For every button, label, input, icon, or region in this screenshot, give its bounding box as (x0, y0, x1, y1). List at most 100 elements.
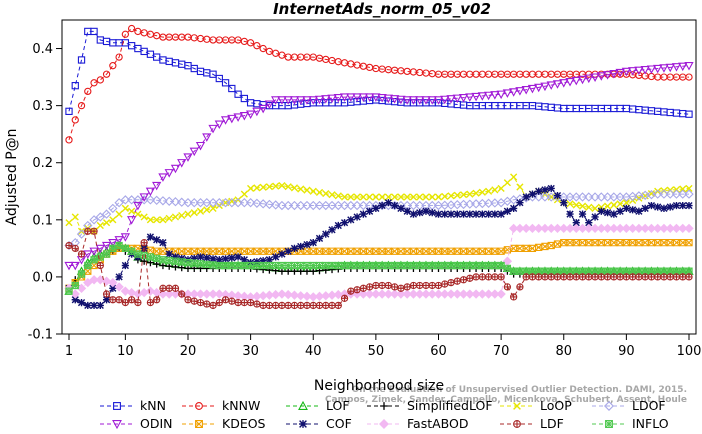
data-point-inflo (209, 261, 217, 269)
data-point-inflo (340, 261, 349, 270)
data-point-ldf (472, 273, 480, 281)
data-point-ldf (610, 273, 618, 281)
y-tick-label: 0.3 (32, 99, 53, 114)
data-point-fastabod (133, 289, 143, 299)
data-point-ldf (535, 273, 543, 281)
data-point-inflo (90, 256, 98, 264)
data-point-fastabod (433, 289, 444, 299)
data-point-cof (171, 253, 180, 261)
data-point-loop (165, 214, 173, 222)
data-point-knnw (259, 44, 267, 53)
data-point-ldf (253, 300, 261, 308)
data-point-cof (234, 253, 242, 261)
data-point-fastabod (521, 223, 531, 234)
data-point-fastabod (139, 287, 149, 298)
data-point-fastabod (552, 223, 563, 234)
data-point-odin (659, 64, 669, 73)
data-point-ldf (297, 301, 305, 310)
data-point-fastabod (678, 223, 688, 234)
data-point-knn (127, 42, 136, 50)
data-point-ldof (177, 197, 187, 207)
data-point-inflo (466, 261, 474, 270)
x-tick-label: 1 (65, 344, 73, 359)
data-point-knn (134, 44, 142, 53)
data-point-cof (240, 256, 248, 264)
data-point-loop (247, 184, 255, 193)
data-point-odin (646, 65, 657, 74)
data-point-knn (71, 82, 79, 90)
data-point-loop (472, 189, 480, 197)
data-point-ldf (171, 284, 180, 292)
data-point-ldf (90, 227, 98, 235)
data-point-ldf (184, 296, 192, 304)
data-point-knnw (115, 53, 123, 61)
plot-frame (61, 19, 697, 335)
data-point-cof (422, 207, 430, 215)
data-point-loop (340, 193, 349, 201)
data-point-inflo (102, 250, 111, 258)
data-point-fastabod (615, 223, 625, 234)
data-point-ldof (527, 192, 538, 202)
data-point-ldf (372, 281, 380, 290)
data-point-inflo (115, 241, 123, 250)
data-point-cof (115, 273, 123, 281)
data-point-odin (552, 80, 563, 89)
series-inflo (65, 241, 693, 295)
data-point-inflo (303, 261, 311, 270)
data-point-inflo (685, 267, 693, 275)
data-point-fastabod (114, 282, 124, 292)
data-point-ldf (566, 273, 574, 281)
x-tick-label: 100 (677, 344, 702, 359)
data-point-ldf (272, 301, 280, 310)
data-point-loop (366, 193, 374, 201)
data-point-loop (272, 182, 280, 190)
data-point-ldof (609, 192, 619, 202)
data-point-ldf (491, 273, 499, 281)
data-point-odin (308, 96, 318, 105)
data-point-odin (471, 92, 481, 102)
data-point-loop (253, 184, 261, 192)
data-point-knn (685, 110, 693, 118)
data-point-odin (208, 124, 218, 134)
series-odin (64, 62, 694, 271)
data-point-inflo (403, 261, 411, 270)
data-point-loop (428, 193, 436, 201)
data-point-cof (84, 301, 92, 310)
data-point-loop (146, 216, 155, 224)
data-point-odin (339, 93, 350, 102)
data-point-ldof (546, 192, 556, 202)
data-point-fastabod (534, 223, 544, 234)
data-point-fastabod (665, 223, 675, 234)
data-point-ldf (121, 299, 130, 307)
data-point-knnw (127, 24, 136, 33)
data-point-odin (189, 147, 199, 157)
data-point-odin (609, 70, 619, 79)
data-point-ldof (684, 189, 694, 199)
data-point-loop (328, 191, 336, 199)
data-point-fastabod (646, 223, 657, 234)
data-point-ldf (340, 294, 349, 302)
data-point-cof (403, 207, 411, 215)
data-point-ldf (278, 301, 286, 310)
data-point-cof (610, 210, 618, 218)
data-point-fastabod (364, 289, 375, 299)
legend-marker (299, 420, 307, 428)
data-point-odin (621, 67, 631, 77)
data-point-odin (577, 75, 588, 85)
x-tick-label: 60 (430, 344, 447, 359)
data-point-ldof (95, 212, 105, 222)
data-point-knnw (71, 116, 79, 124)
data-point-cof (290, 244, 299, 252)
data-point-odin (358, 93, 368, 102)
data-point-inflo (378, 261, 386, 270)
data-point-ldof (321, 200, 331, 211)
data-point-loop (65, 219, 73, 227)
data-point-odin (164, 169, 174, 178)
data-point-loop (610, 201, 618, 209)
data-point-kdeos (685, 239, 693, 247)
data-point-cof (366, 207, 374, 215)
data-point-knn (228, 84, 236, 93)
data-point-fastabod (126, 287, 137, 298)
x-tick-label: 20 (180, 344, 197, 359)
data-point-loop (171, 213, 180, 221)
